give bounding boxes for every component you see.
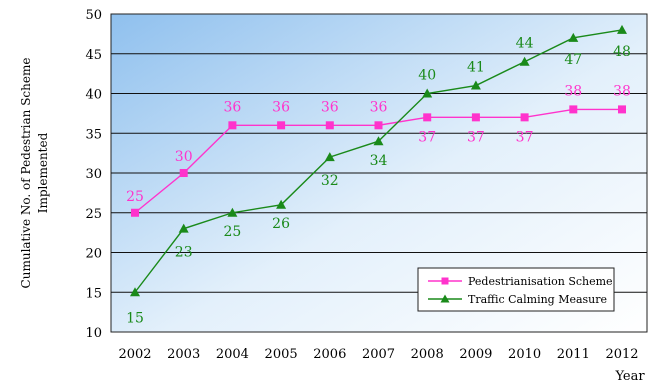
point-pedestrianisation-2011 bbox=[569, 105, 578, 114]
x-tick-label-2010: 2010 bbox=[508, 347, 541, 362]
x-tick-label-2002: 2002 bbox=[118, 347, 151, 362]
data-label-traffic-calming-2012: 48 bbox=[613, 44, 631, 60]
data-label-pedestrianisation-2007: 36 bbox=[370, 99, 388, 115]
point-pedestrianisation-2009 bbox=[471, 113, 480, 122]
data-label-pedestrianisation-2010: 37 bbox=[516, 129, 534, 145]
legend-label-pedestrianisation: Pedestrianisation Scheme bbox=[468, 275, 613, 288]
legend-box bbox=[417, 267, 615, 312]
point-pedestrianisation-2006 bbox=[325, 121, 334, 130]
data-label-pedestrianisation-2003: 30 bbox=[175, 149, 193, 165]
x-tick-label-2004: 2004 bbox=[216, 347, 249, 362]
legend: Pedestrianisation Scheme Traffic Calming… bbox=[417, 267, 615, 312]
y-tick-label-50: 50 bbox=[85, 8, 102, 23]
x-tick-label-2007: 2007 bbox=[362, 347, 395, 362]
data-label-pedestrianisation-2002: 25 bbox=[126, 189, 144, 205]
y-tick-label-35: 35 bbox=[85, 127, 102, 142]
point-pedestrianisation-2010 bbox=[520, 113, 529, 122]
y-tick-label-40: 40 bbox=[85, 88, 102, 103]
point-traffic-calming-2006 bbox=[324, 152, 335, 162]
point-traffic-calming-2002 bbox=[130, 287, 140, 297]
data-label-pedestrianisation-2009: 37 bbox=[467, 129, 485, 145]
point-traffic-calming-2008 bbox=[422, 88, 433, 98]
data-label-pedestrianisation-2011: 38 bbox=[564, 83, 582, 99]
data-label-traffic-calming-2005: 26 bbox=[272, 216, 290, 232]
y-tick-label-20: 20 bbox=[85, 247, 102, 262]
y-axis-title-line-1: Cumulative No. of Pedestrian Scheme bbox=[19, 58, 33, 289]
point-traffic-calming-2010 bbox=[519, 56, 530, 66]
point-traffic-calming-2011 bbox=[568, 32, 579, 42]
point-traffic-calming-2004 bbox=[227, 207, 238, 217]
legend-label-traffic-calming: Traffic Calming Measure bbox=[468, 293, 607, 306]
point-traffic-calming-2007 bbox=[373, 136, 384, 146]
legend-marker-traffic-calming bbox=[440, 294, 450, 303]
y-tick-label-10: 10 bbox=[85, 326, 102, 341]
y-axis-title-line-2: Implemented bbox=[36, 132, 50, 213]
data-label-traffic-calming-2010: 44 bbox=[516, 36, 534, 52]
data-label-traffic-calming-2008: 40 bbox=[418, 68, 436, 84]
data-label-pedestrianisation-2004: 36 bbox=[223, 99, 241, 115]
y-tick-label-25: 25 bbox=[85, 207, 102, 222]
data-label-traffic-calming-2011: 47 bbox=[564, 52, 582, 68]
point-traffic-calming-2003 bbox=[178, 223, 189, 233]
point-traffic-calming-2005 bbox=[276, 199, 287, 209]
x-tick-label-2011: 2011 bbox=[557, 347, 590, 362]
x-tick-label-2005: 2005 bbox=[265, 347, 298, 362]
point-pedestrianisation-2003 bbox=[179, 169, 188, 177]
data-label-traffic-calming-2002: 15 bbox=[126, 310, 144, 326]
point-pedestrianisation-2005 bbox=[277, 121, 286, 130]
x-tick-label-2003: 2003 bbox=[167, 347, 200, 362]
data-label-traffic-calming-2007: 34 bbox=[370, 153, 388, 169]
point-pedestrianisation-2002 bbox=[131, 208, 139, 217]
data-label-pedestrianisation-2006: 36 bbox=[321, 99, 339, 115]
x-tick-label-2006: 2006 bbox=[313, 347, 346, 362]
point-traffic-calming-2009 bbox=[470, 80, 481, 90]
data-label-pedestrianisation-2008: 37 bbox=[418, 129, 436, 145]
point-pedestrianisation-2004 bbox=[228, 121, 237, 130]
data-label-pedestrianisation-2012: 38 bbox=[613, 83, 631, 99]
data-label-traffic-calming-2006: 32 bbox=[321, 173, 339, 189]
point-traffic-calming-2012 bbox=[617, 24, 627, 34]
data-label-traffic-calming-2004: 25 bbox=[223, 224, 241, 240]
x-tick-label-2008: 2008 bbox=[411, 347, 444, 362]
x-axis-title: Year bbox=[614, 369, 645, 384]
point-pedestrianisation-2012 bbox=[618, 105, 626, 114]
legend-marker-pedestrianisation bbox=[441, 277, 449, 285]
y-tick-label-15: 15 bbox=[85, 286, 102, 301]
x-tick-label-2009: 2009 bbox=[459, 347, 492, 362]
data-label-traffic-calming-2009: 41 bbox=[467, 60, 485, 76]
y-tick-label-45: 45 bbox=[85, 48, 102, 63]
x-tick-label-2012: 2012 bbox=[605, 347, 638, 362]
data-label-pedestrianisation-2005: 36 bbox=[272, 99, 290, 115]
data-label-traffic-calming-2003: 23 bbox=[175, 245, 193, 261]
point-pedestrianisation-2007 bbox=[374, 121, 383, 130]
y-tick-label-30: 30 bbox=[85, 167, 102, 182]
point-pedestrianisation-2008 bbox=[423, 113, 432, 122]
